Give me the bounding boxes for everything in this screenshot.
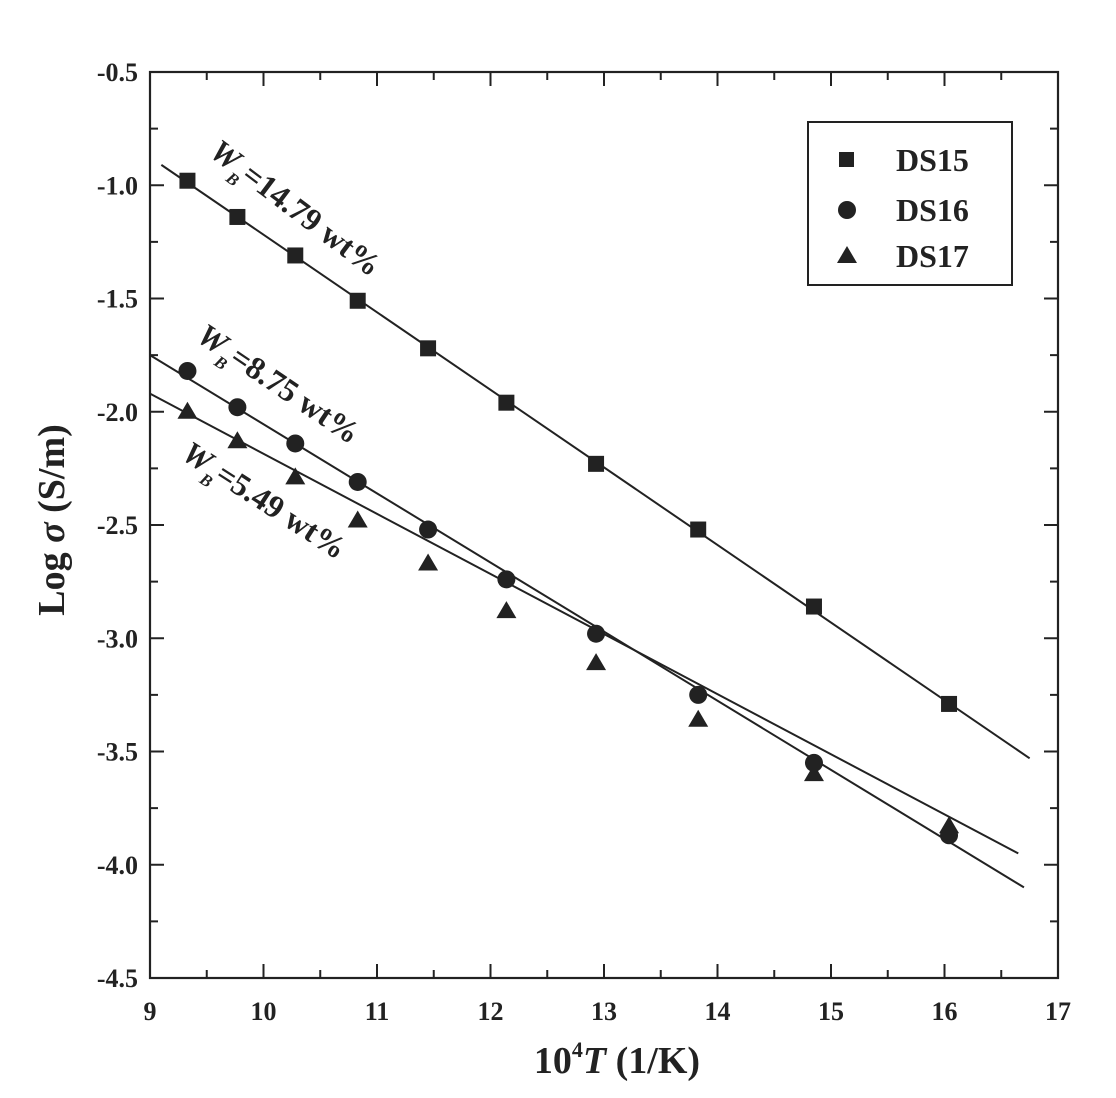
y-tick-label: -2.0 <box>97 398 138 427</box>
legend: DS15 DS16 DS17 <box>807 121 1013 286</box>
y-tick-label: -1.0 <box>97 171 138 200</box>
y-tick-label: -3.5 <box>97 738 138 767</box>
axis-tick-labels: 9 10 11 12 13 14 15 16 17 -4.5 -4.0 -3.5 -3.0 -2.5 -2.… <box>97 58 1071 1026</box>
data-markers <box>177 172 960 845</box>
x-tick-label: 14 <box>705 997 731 1026</box>
y-tick-label: -1.5 <box>97 285 138 314</box>
x-axis-title-unit: (1/K) <box>606 1040 700 1082</box>
legend-triangle-icon <box>837 246 857 263</box>
x-tick-label: 16 <box>932 997 958 1026</box>
fit-line-ds17 <box>149 392 1019 855</box>
y-tick-label: -4.0 <box>97 851 138 880</box>
data-point-ds16 <box>286 434 305 453</box>
y-axis-title-sigma: σ <box>31 521 73 543</box>
data-point-ds17 <box>285 467 306 485</box>
data-point-ds15 <box>690 521 707 538</box>
annotation-ds15-value: =14.79 wt% <box>236 156 389 283</box>
legend-label-ds16: DS16 <box>896 192 969 228</box>
data-point-ds16 <box>228 398 247 417</box>
x-tick-label: 15 <box>818 997 844 1026</box>
y-tick-label: -0.5 <box>97 58 138 87</box>
y-axis-title-unit: (S/m) <box>31 424 73 522</box>
data-point-ds15 <box>349 292 366 309</box>
data-point-ds15 <box>179 172 196 189</box>
x-tick-label: 11 <box>365 997 390 1026</box>
data-point-ds17 <box>177 401 198 419</box>
data-point-ds15 <box>588 455 605 472</box>
data-point-ds17 <box>347 510 368 528</box>
data-point-ds17 <box>939 816 960 834</box>
legend-label-ds17: DS17 <box>896 238 969 274</box>
data-point-ds16 <box>348 472 367 491</box>
axis-ticks <box>149 71 1059 979</box>
x-tick-label: 10 <box>251 997 277 1026</box>
legend-label-ds15: DS15 <box>896 142 969 178</box>
y-tick-label: -3.0 <box>97 624 138 653</box>
annotation-ds15-symbol: W <box>204 132 250 179</box>
data-point-ds15 <box>941 695 958 712</box>
data-point-ds16 <box>804 753 823 772</box>
x-axis-title-variable: T <box>583 1040 608 1082</box>
y-tick-label: -2.5 <box>97 511 138 540</box>
data-point-ds17 <box>803 764 824 782</box>
data-point-ds15 <box>420 340 437 357</box>
data-point-ds16 <box>497 570 516 589</box>
x-tick-label: 13 <box>591 997 617 1026</box>
data-point-ds17 <box>586 653 607 671</box>
data-point-ds16 <box>419 520 438 539</box>
x-axis-title: 104T (1/K) <box>534 1037 700 1082</box>
data-point-ds15 <box>498 394 515 411</box>
x-axis-title-base: 10 <box>534 1040 572 1082</box>
x-tick-label: 17 <box>1045 997 1071 1026</box>
data-point-ds17 <box>688 709 709 727</box>
x-axis-title-exponent: 4 <box>572 1037 583 1062</box>
data-point-ds17 <box>227 431 248 449</box>
annotation-ds17-value: =5.49 wt% <box>210 455 354 566</box>
data-point-ds16 <box>587 624 606 643</box>
data-point-ds16 <box>689 685 708 704</box>
data-point-ds16 <box>178 361 197 380</box>
annotation-ds16-symbol: W <box>191 316 237 363</box>
data-point-ds15 <box>805 598 822 615</box>
annotation-ds16: WB=8.75 wt% <box>187 316 367 457</box>
annotation-ds16-value: =8.75 wt% <box>224 338 367 451</box>
data-point-ds15 <box>229 208 246 225</box>
legend-square-icon <box>839 152 854 167</box>
y-axis-title: Log σ (S/m) <box>31 424 73 616</box>
data-point-ds17 <box>496 601 517 619</box>
data-point-ds15 <box>287 247 304 264</box>
legend-circle-icon <box>838 201 856 219</box>
y-axis-title-main: Log <box>31 543 73 616</box>
data-point-ds17 <box>418 553 439 571</box>
x-tick-label: 12 <box>478 997 504 1026</box>
y-tick-label: -4.5 <box>97 964 138 993</box>
fit-line-ds16 <box>149 354 1025 889</box>
x-tick-label: 9 <box>144 997 157 1026</box>
